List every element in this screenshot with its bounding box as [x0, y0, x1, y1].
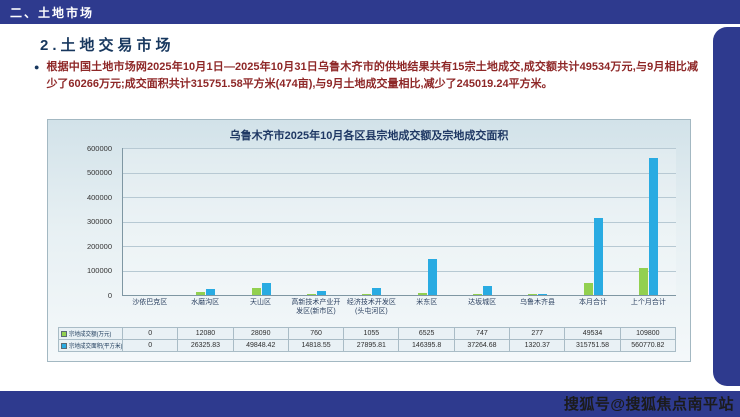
table-row-label: 宗地成交额(万元) — [59, 328, 123, 340]
chart-body: 0 100000 200000 300000 400000 500000 600000 — [58, 144, 680, 300]
watermark: 搜狐号@搜狐焦点南平站 — [563, 396, 734, 413]
table-cell: 26325.83 — [178, 340, 234, 352]
table-cell: 49848.42 — [233, 340, 289, 352]
chart-data-table: 宗地成交额(万元) 0 12080 28090 760 1055 6525 747 277 495… — [58, 327, 676, 352]
chart-bar — [482, 285, 492, 295]
bullet-row: ● 根据中国土地市场网2025年10月1日—2025年10月31日乌鲁木齐市的供… — [34, 59, 698, 93]
bottom-decor-bar — [0, 391, 740, 417]
y-axis-tick: 200000 — [86, 241, 112, 251]
bar-group — [123, 148, 178, 295]
x-axis-label: 本月合计 — [578, 299, 607, 306]
top-bar-title: 二、土地市场 — [10, 5, 95, 20]
plot-area — [122, 148, 676, 296]
legend-swatch — [61, 330, 67, 337]
y-axis-tick: 500000 — [86, 168, 112, 177]
bar-groups — [123, 148, 676, 295]
chart-bar — [583, 282, 593, 295]
y-axis-tick: 100000 — [86, 266, 112, 275]
chart-bar — [593, 217, 603, 295]
chart-bar — [206, 288, 216, 295]
chart-bar — [251, 288, 261, 295]
table-cell: 1320.37 — [510, 340, 566, 352]
bar-group — [510, 148, 565, 295]
chart-bar — [472, 294, 482, 295]
bar-group — [399, 148, 454, 295]
y-axis: 0 100000 200000 300000 400000 500000 600000 — [58, 144, 116, 300]
y-axis-tick: 600000 — [86, 143, 112, 153]
table-cell: 315751.58 — [565, 340, 621, 352]
legend-swatch — [61, 342, 67, 349]
x-axis-label: 水磨沟区 — [191, 299, 220, 306]
chart-bar — [427, 259, 437, 295]
chart-bar — [196, 292, 206, 295]
gridline — [123, 172, 676, 174]
x-axis-label: 天山区 — [250, 299, 272, 306]
gridline — [123, 221, 676, 223]
table-cell: 37264.68 — [454, 340, 511, 352]
bar-group — [455, 148, 510, 295]
table-cell: 27895.81 — [344, 340, 400, 352]
x-axis-label: 经济技术开发区(头屯河区) — [346, 299, 396, 316]
chart-bar — [372, 288, 382, 295]
gridline — [123, 197, 676, 198]
table-cell: 277 — [510, 328, 566, 340]
chart-bar — [528, 294, 538, 295]
table-cell: 747 — [454, 328, 511, 340]
chart-bar — [317, 291, 327, 295]
x-axis-label: 沙依巴克区 — [132, 299, 168, 306]
chart-bar — [362, 294, 372, 295]
section-title: 2.土地交易市场 — [40, 37, 175, 54]
y-axis-tick: 300000 — [86, 217, 112, 226]
x-axis-label: 乌鲁木齐县 — [520, 299, 556, 306]
x-axis-label: 米东区 — [416, 299, 438, 306]
chart-title: 乌鲁木齐市2025年10月各区县宗地成交额及宗地成交面积 — [229, 130, 509, 142]
chart-bar — [307, 294, 317, 295]
bar-group — [178, 148, 233, 295]
y-axis-tick: 0 — [107, 290, 112, 300]
gridline — [123, 246, 676, 247]
x-axis-label: 上个月合计 — [630, 299, 666, 306]
table-cell: 0 — [123, 340, 179, 352]
table-cell: 146395.8 — [399, 340, 455, 352]
bar-group — [621, 148, 676, 295]
chart-bar — [261, 282, 271, 295]
table-cell: 109800 — [620, 328, 676, 340]
bar-group — [344, 148, 399, 295]
bullet-icon: ● — [34, 62, 40, 72]
chart-panel: 乌鲁木齐市2025年10月各区县宗地成交额及宗地成交面积 0 100000 2000… — [47, 119, 691, 362]
table-cell: 560770.82 — [620, 340, 676, 352]
table-cell: 14818.55 — [288, 340, 345, 352]
right-decor-bar — [713, 27, 740, 386]
x-axis-label: 高新技术产业开发区(新市区) — [291, 299, 341, 316]
gridline — [123, 148, 676, 149]
bullet-text: 根据中国土地市场网2025年10月1日—2025年10月31日乌鲁木齐市的供地结… — [46, 61, 698, 90]
series-name: 宗地成交额(万元) — [69, 332, 112, 338]
bar-group — [234, 148, 289, 295]
series-name: 宗地成交面积(平方米) — [69, 344, 123, 350]
table-cell: 6525 — [399, 328, 455, 340]
gridline — [123, 270, 676, 272]
chart-bar — [417, 293, 427, 295]
x-axis-labels: 沙依巴克区 水磨沟区 天山区 高新技术产业开发区(新市区) 经济技术开发区(头屯河区) 米… — [122, 298, 676, 324]
table-row-label: 宗地成交面积(平方米) — [59, 340, 123, 352]
chart-bar — [648, 157, 658, 295]
top-bar: 二、土地市场 — [0, 0, 740, 24]
table-cell: 28090 — [233, 328, 289, 340]
table-cell: 1055 — [344, 328, 400, 340]
bar-group — [565, 148, 620, 295]
chart-bar — [638, 268, 648, 295]
bar-group — [289, 148, 344, 295]
table-cell: 760 — [288, 328, 345, 340]
table-cell: 12080 — [178, 328, 234, 340]
table-cell: 49534 — [565, 328, 621, 340]
table-cell: 0 — [123, 328, 179, 340]
y-axis-tick: 400000 — [86, 192, 112, 202]
chart-bar — [538, 294, 548, 295]
x-axis-label: 达坂城区 — [468, 299, 497, 306]
